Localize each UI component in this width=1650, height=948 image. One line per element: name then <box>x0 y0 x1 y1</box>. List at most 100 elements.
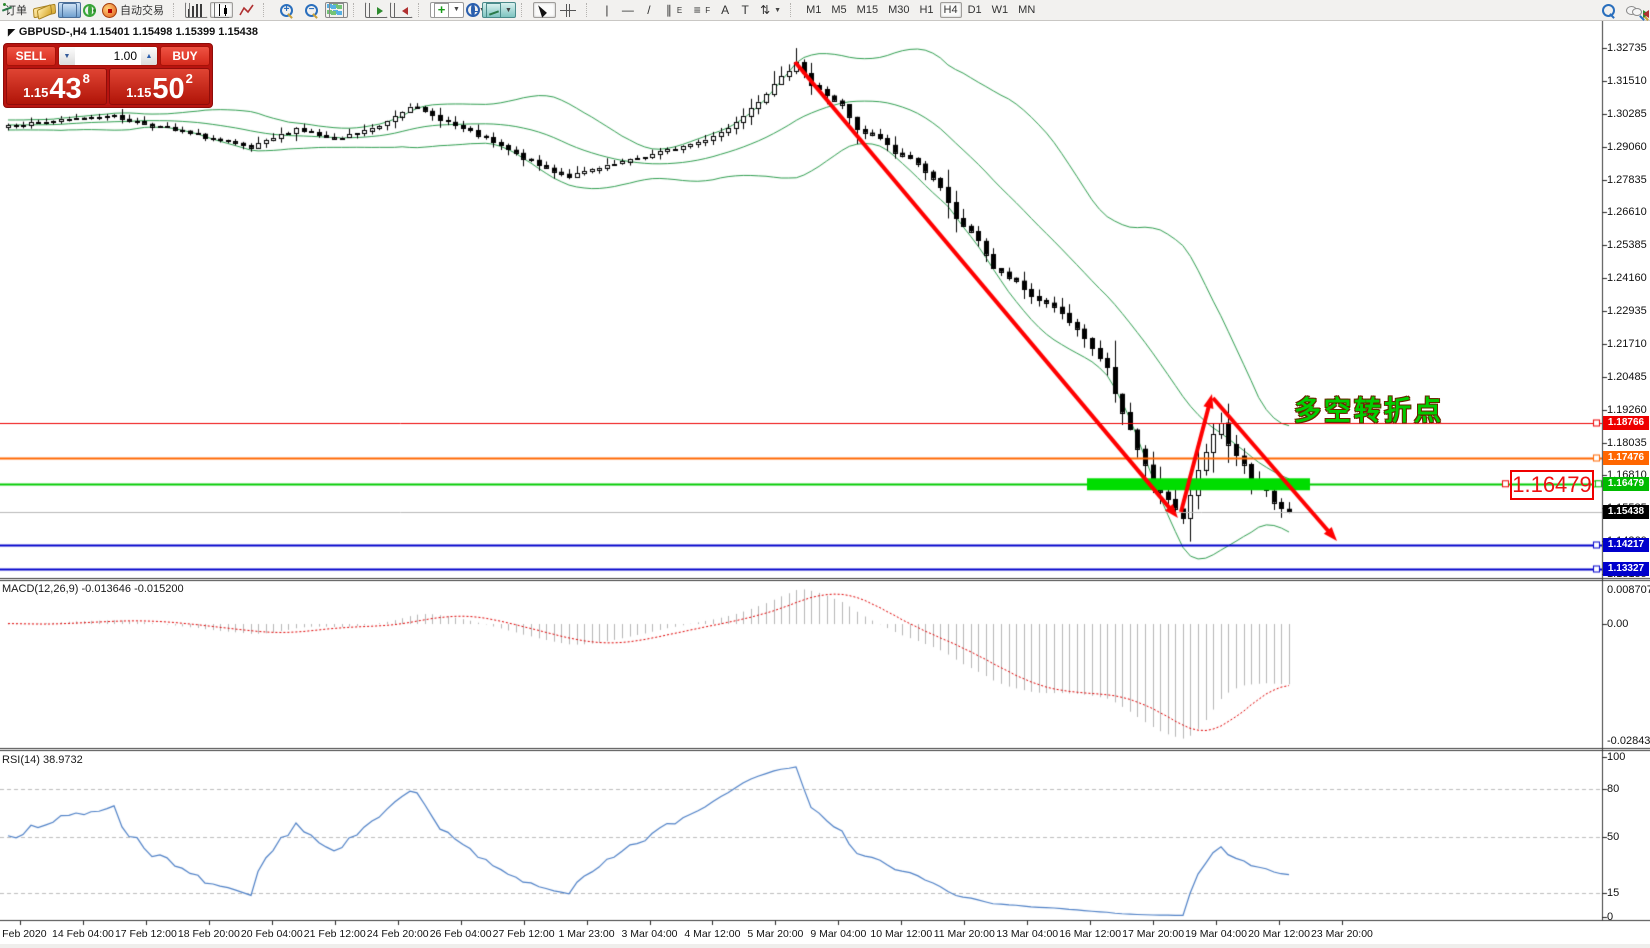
tf-h1[interactable]: H1 <box>915 2 937 18</box>
turning-point-annotation: 多空转折点 <box>1294 396 1444 426</box>
time-axis-label: 10 Mar 12:00 <box>870 928 933 940</box>
time-axis-label: 20 Mar 12:00 <box>1248 928 1310 940</box>
crosshair-icon[interactable] <box>558 2 581 18</box>
horizontal-line-icon: — <box>621 3 634 17</box>
fibonacci-icon[interactable]: ≡ F <box>688 2 714 18</box>
tf-d1[interactable]: D1 <box>964 2 986 18</box>
channel-icon: ∥ <box>665 3 672 17</box>
time-axis-label: 21 Feb 12:00 <box>303 928 366 940</box>
deposit-icon[interactable] <box>32 3 57 21</box>
cursor-icon[interactable] <box>532 2 556 18</box>
trendline-icon: / <box>647 3 651 17</box>
toolbar-group-objects: | — / ∥ E ≡ F A T ⇅ ▼ <box>597 0 786 20</box>
candlestick-icon[interactable] <box>210 2 233 18</box>
vertical-line-icon[interactable]: | <box>598 2 616 18</box>
volume-spinner: ▼ ▲ <box>58 46 158 66</box>
deposit-icon <box>36 3 53 21</box>
price-tag-1.15438: 1.15438 <box>1603 505 1649 520</box>
signals-icon[interactable] <box>83 3 96 17</box>
candlestick-icon <box>214 2 229 18</box>
price-tag-1.16479: 1.16479 <box>1603 477 1649 492</box>
tf-w1[interactable]: W1 <box>988 2 1013 18</box>
toolbar-separator <box>263 3 271 17</box>
tf-m1[interactable]: M1 <box>802 2 825 18</box>
time-axis-label: 1 Mar 23:00 <box>558 928 615 940</box>
sell-button[interactable]: SELL <box>6 46 56 66</box>
price-axis-tick: 1.31510 <box>1607 74 1647 87</box>
search-icon <box>1601 3 1616 18</box>
buy-price-big: 50 <box>152 73 185 105</box>
terminal-icon[interactable] <box>58 2 81 18</box>
macd-scale-top: 0.008707 <box>1607 584 1650 596</box>
toolbar-separator <box>520 3 529 17</box>
buy-button[interactable]: BUY <box>160 46 210 66</box>
tf-m5[interactable]: M5 <box>827 2 850 18</box>
bar-chart-icon[interactable] <box>185 2 208 18</box>
time-axis-label: 18 Feb 20:00 <box>177 928 240 940</box>
text-icon[interactable]: A <box>716 2 734 18</box>
cursor-icon <box>537 2 552 18</box>
chart-shift-icon[interactable] <box>390 2 413 18</box>
indicators-icon-dropdown[interactable]: ▼ <box>453 6 460 13</box>
price-axis-tick: 1.25385 <box>1607 239 1647 252</box>
vertical-line-icon: | <box>605 3 609 17</box>
tf-h4[interactable]: H4 <box>939 2 962 18</box>
bottom-strip <box>0 944 1650 948</box>
buy-price-button[interactable]: 1.15 50 2 <box>109 68 210 105</box>
arrows-icon-dropdown[interactable]: ▼ <box>774 6 782 14</box>
horizontal-line-icon[interactable]: — <box>618 2 638 18</box>
autotrading-button[interactable]: 自动交易 <box>98 2 168 18</box>
volume-increase-button[interactable]: ▲ <box>141 47 157 65</box>
toolbar-separator <box>585 3 594 17</box>
buy-price-prefix: 1.15 <box>126 85 152 100</box>
macd-scale-bottom: -0.028436 <box>1607 735 1650 747</box>
rsi-label: RSI(14) 38.9732 <box>2 754 83 766</box>
zoom-in-icon[interactable]: + <box>275 2 298 18</box>
templates-icon[interactable]: ▼ <box>481 2 516 18</box>
tile-windows-icon[interactable] <box>325 2 348 18</box>
time-axis-label: 24 Feb 20:00 <box>366 928 429 940</box>
tf-m30[interactable]: M30 <box>884 2 913 18</box>
periods-icon[interactable]: ▼ <box>465 3 486 17</box>
channel-icon[interactable]: ∥ E <box>660 2 686 18</box>
toolbar-group-orders: 订单 自动交易 <box>0 0 169 21</box>
indicators-icon[interactable]: + ▼ <box>430 2 464 18</box>
price-tag-1.17476: 1.17476 <box>1603 450 1649 465</box>
toolbar-group-scroll <box>364 0 414 20</box>
toolbar-separator <box>790 3 798 17</box>
tile-windows-icon <box>329 2 344 18</box>
templates-icon-dropdown[interactable]: ▼ <box>504 6 512 14</box>
bar-chart-icon <box>189 2 204 18</box>
chart-arrow-icon: ◤ <box>8 27 15 37</box>
rsi-scale-15: 15 <box>1607 887 1620 899</box>
crosshair-icon <box>561 2 577 18</box>
auto-scroll-icon <box>369 2 384 18</box>
chart-canvas[interactable] <box>0 20 1650 948</box>
chat-icon[interactable] <box>1622 2 1645 18</box>
tf-mn[interactable]: MN <box>1014 2 1039 18</box>
time-axis-label: 4 Mar 12:00 <box>684 928 741 940</box>
arrows-icon[interactable]: ⇅ ▼ <box>756 2 785 18</box>
toolbar-separator <box>173 3 181 17</box>
price-axis-tick: 1.20485 <box>1607 370 1647 383</box>
price-tag-1.18766: 1.18766 <box>1603 415 1649 430</box>
time-axis-label: 17 Feb 12:00 <box>114 928 177 940</box>
periods-icon <box>470 3 475 17</box>
search-icon[interactable] <box>1597 2 1620 18</box>
toolbar-separator <box>353 3 361 17</box>
auto-scroll-icon[interactable] <box>365 2 388 18</box>
text-label-icon[interactable]: T <box>736 2 754 18</box>
fibonacci-icon-sub: F <box>705 5 711 15</box>
sell-price-button[interactable]: 1.15 43 8 <box>6 68 107 105</box>
price-axis-tick: 1.27835 <box>1607 173 1647 186</box>
chart-title: ◤ GBPUSD-,H4 1.15401 1.15498 1.15399 1.15… <box>8 26 258 38</box>
zoom-out-icon[interactable]: − <box>300 2 323 18</box>
trendline-icon[interactable]: / <box>640 2 658 18</box>
volume-input[interactable] <box>75 47 141 65</box>
line-chart-icon[interactable] <box>235 2 258 18</box>
tf-m15[interactable]: M15 <box>853 2 882 18</box>
volume-decrease-button[interactable]: ▼ <box>59 47 75 65</box>
chart-title-text: GBPUSD-,H4 1.15401 1.15498 1.15399 1.154… <box>18 26 259 38</box>
fibonacci-icon: ≡ <box>693 3 701 17</box>
